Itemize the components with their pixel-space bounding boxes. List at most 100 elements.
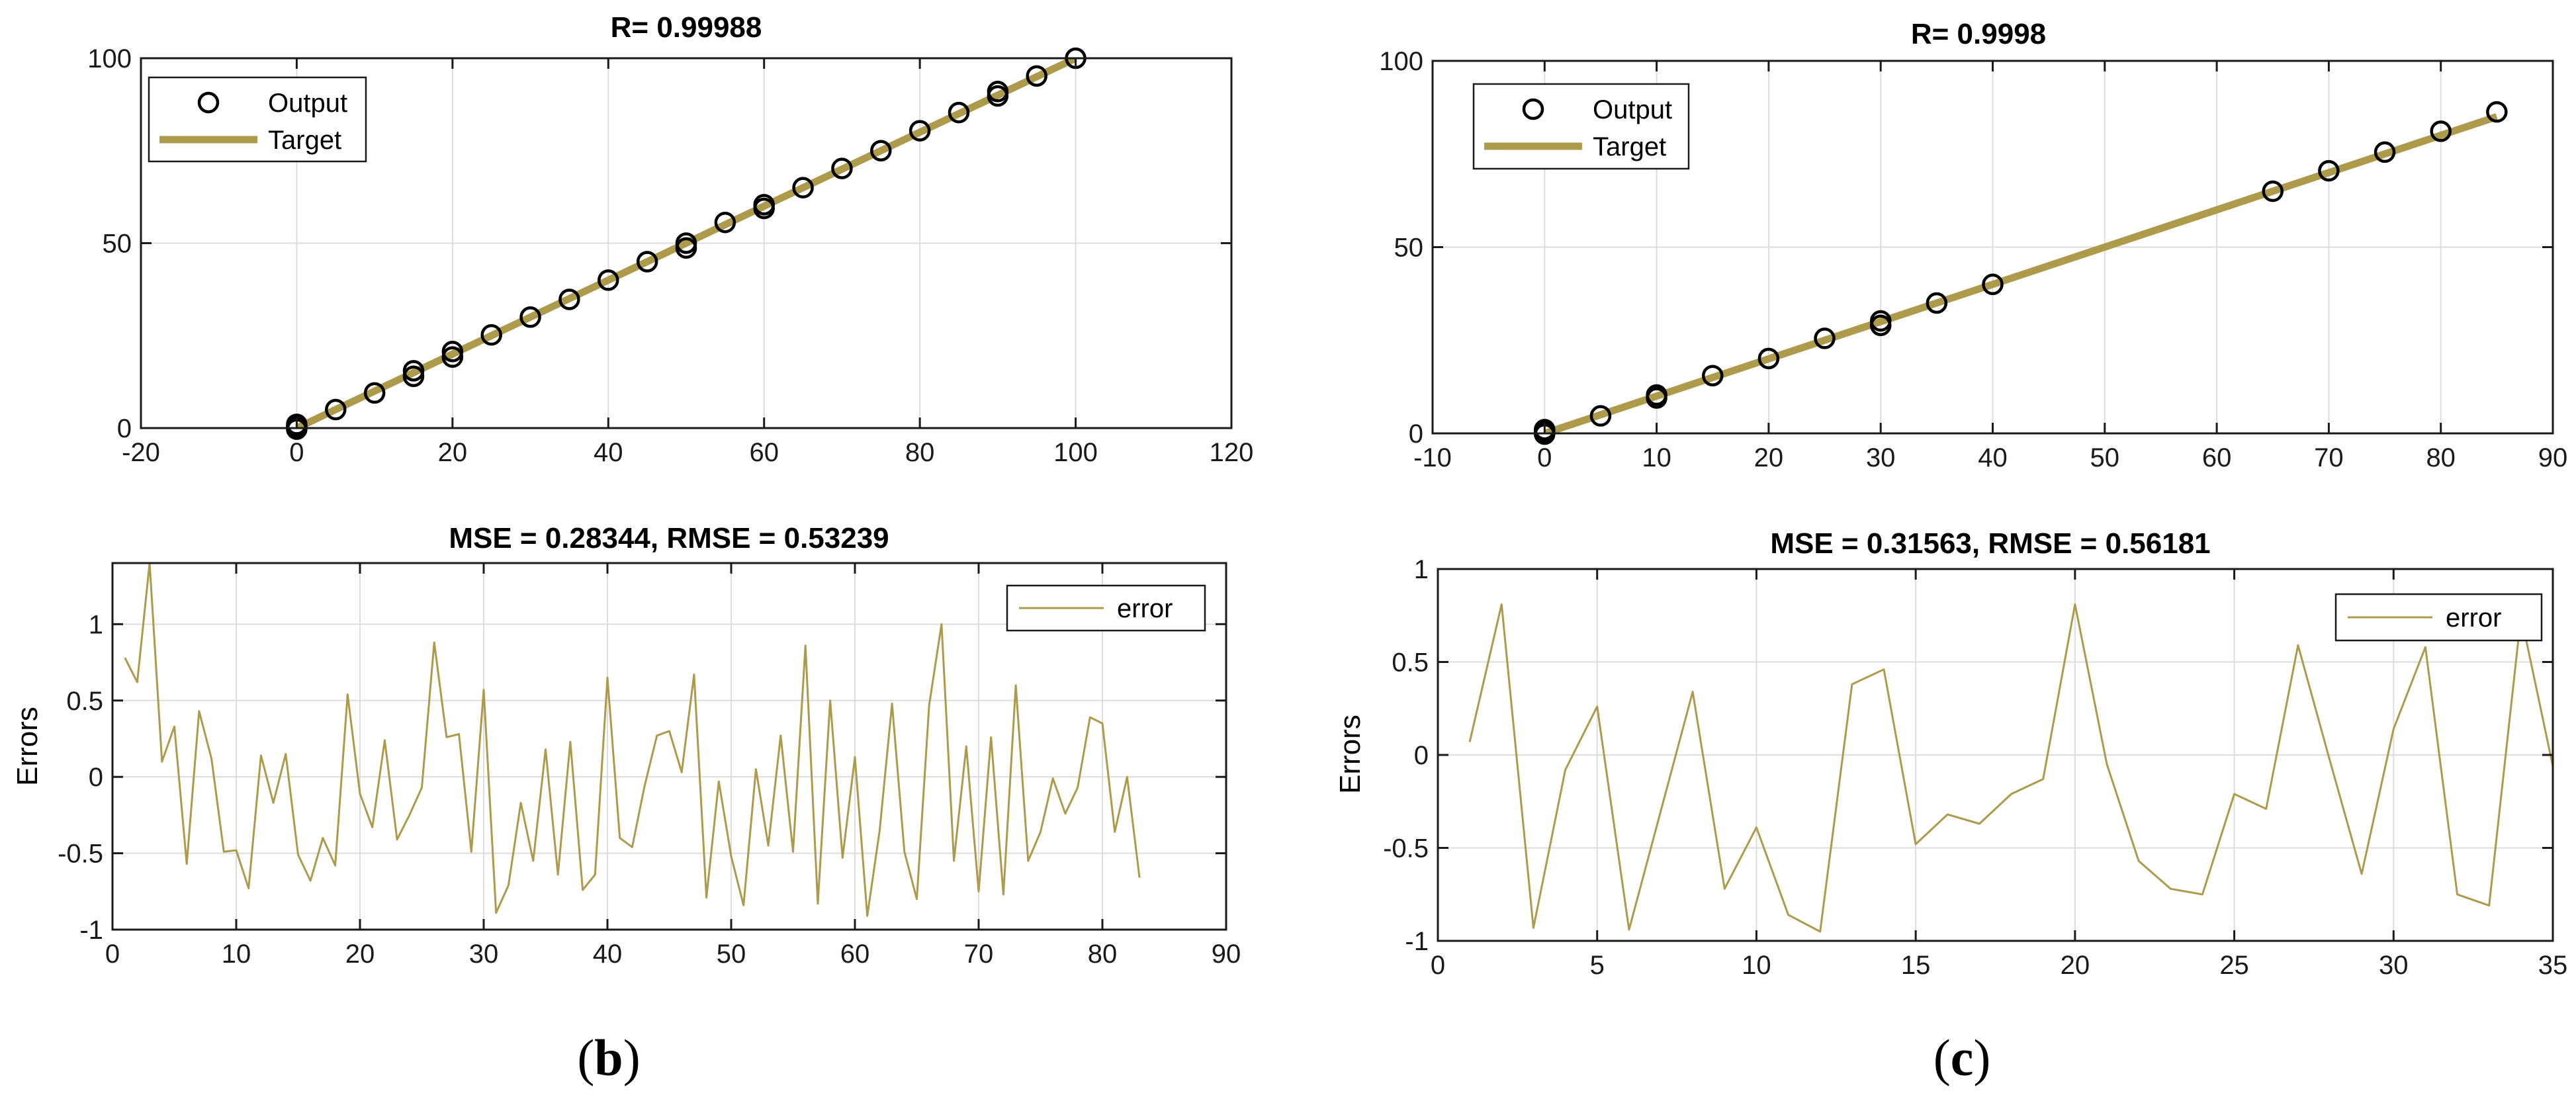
plot-series: [124, 563, 1141, 917]
y-tick-label: -1: [1405, 927, 1429, 956]
x-tick-label: 10: [1742, 951, 1771, 980]
x-tick-label: 50: [717, 940, 746, 969]
x-tick-label: 20: [345, 940, 375, 969]
x-tick-label: -10: [1413, 443, 1452, 472]
y-tick-label: 1: [89, 610, 103, 639]
legend-output-marker: [197, 91, 220, 114]
legend-label: error: [2446, 603, 2501, 633]
y-tick-label: 0.5: [66, 687, 103, 716]
x-tick-label: 30: [2379, 951, 2409, 980]
series-line-error: [124, 563, 1141, 917]
data-point-output: [558, 288, 580, 310]
x-tick-label: 30: [469, 940, 499, 969]
data-point-output: [402, 365, 425, 387]
data-point-output: [441, 346, 464, 368]
legend-label: Target: [1593, 132, 1666, 161]
x-tick-label: 100: [1053, 438, 1098, 467]
data-point-output: [1814, 328, 1836, 349]
data-point-output: [2262, 180, 2284, 202]
legend-label: Output: [268, 89, 347, 118]
chart-title: MSE = 0.31563, RMSE = 0.56181: [1770, 527, 2210, 560]
x-tick-label: 30: [1866, 443, 1896, 472]
data-point-output: [1757, 347, 1780, 370]
y-tick-label: 1: [1414, 555, 1429, 584]
y-axis-label: Errors: [11, 707, 44, 786]
x-tick-label: 80: [1088, 940, 1118, 969]
plot-series: [295, 58, 1077, 428]
x-tick-label: 0: [1431, 951, 1445, 980]
x-tick-label: 50: [2090, 443, 2120, 472]
x-tick-label: 10: [222, 940, 251, 969]
x-tick-label: 0: [105, 940, 120, 969]
x-tick-label: 0: [1537, 443, 1552, 472]
x-tick-label: 15: [1901, 951, 1931, 980]
data-point-output: [325, 398, 347, 421]
x-tick-label: 40: [1978, 443, 2008, 472]
legend-output-marker: [1522, 98, 1544, 120]
data-point-output: [480, 324, 502, 346]
x-tick-label: 25: [2219, 951, 2249, 980]
legend-label: Output: [1593, 95, 1672, 124]
data-point-output: [636, 251, 658, 273]
x-tick-label: 10: [1642, 443, 1671, 472]
legend-box: [1472, 83, 1690, 170]
y-tick-label: 0: [89, 763, 103, 792]
caption-letter: b: [594, 1029, 623, 1086]
data-point-output: [2374, 141, 2396, 163]
data-point-output: [402, 360, 425, 382]
data-point-output: [753, 197, 775, 220]
caption-paren-open: (: [577, 1029, 594, 1086]
y-tick-label: 50: [1394, 234, 1424, 263]
y-axis-label: Errors: [1334, 715, 1366, 794]
legend-label: error: [1117, 594, 1173, 623]
axes-box: [111, 562, 1227, 931]
y-tick-label: 100: [1379, 47, 1423, 76]
x-tick-label: -20: [122, 438, 160, 467]
y-tick-label: 50: [103, 230, 132, 259]
y-tick-label: 0: [1414, 741, 1429, 770]
chart-title: MSE = 0.28344, RMSE = 0.53239: [449, 522, 889, 554]
y-tick-label: 0: [1409, 419, 1423, 449]
x-tick-label: 60: [749, 438, 779, 467]
legend: Output Target: [148, 76, 367, 163]
x-tick-label: 80: [2426, 443, 2456, 472]
data-point-output: [948, 101, 970, 124]
data-point-output: [1982, 273, 2004, 296]
chart-title: R= 0.9998: [1911, 18, 2046, 50]
caption-paren-close: ): [623, 1029, 641, 1086]
x-tick-label: 20: [1754, 443, 1784, 472]
legend: error: [2334, 593, 2543, 642]
x-tick-label: 90: [2538, 443, 2568, 472]
data-point-output: [1534, 419, 1556, 441]
x-tick-label: 80: [905, 438, 935, 467]
data-point-output: [1589, 405, 1612, 427]
legend-box: [1006, 584, 1206, 632]
data-point-output: [2430, 120, 2452, 142]
legend: error: [1006, 584, 1206, 632]
x-tick-label: 70: [2314, 443, 2344, 472]
x-tick-label: 40: [594, 438, 623, 467]
legend-box: [148, 76, 367, 163]
data-point-output: [1646, 387, 1667, 409]
x-tick-label: 90: [1212, 940, 1241, 969]
data-point-output: [2486, 101, 2508, 123]
y-tick-label: -0.5: [58, 840, 103, 869]
data-point-output: [441, 341, 464, 363]
x-tick-label: 35: [2538, 951, 2568, 980]
data-point-output: [792, 177, 814, 198]
y-tick-label: -1: [79, 916, 103, 945]
data-point-output: [870, 140, 892, 161]
caption-paren-close: ): [1973, 1029, 1990, 1086]
caption-paren-open: (: [1933, 1029, 1951, 1086]
plot-series: [1468, 603, 2553, 933]
data-point-output: [987, 85, 1009, 107]
data-point-output: [363, 382, 386, 404]
chart-title: R= 0.99988: [611, 11, 762, 44]
data-point-output: [1926, 292, 1948, 314]
data-point-output: [2318, 159, 2340, 182]
caption-letter: c: [1951, 1029, 1974, 1086]
y-tick-label: 0: [117, 414, 132, 443]
data-point-output: [598, 269, 619, 291]
